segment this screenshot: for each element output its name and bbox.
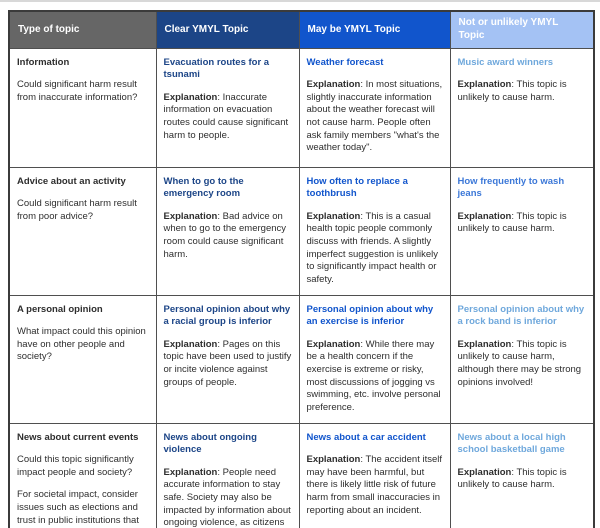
explanation-label: Explanation: [163, 466, 218, 478]
explanation: Explanation: This topic is unlikely to c…: [458, 211, 587, 236]
topic-title: Advice about an activity: [17, 175, 126, 187]
table-row-advice: Advice about an activity Could significa…: [8, 166, 595, 296]
topic-question: Could significant harm result from inacc…: [17, 79, 138, 103]
explanation-text: : While there may be a health concern if…: [306, 338, 441, 413]
header-row: Type of topic Clear YMYL Topic May be YM…: [8, 10, 595, 49]
explanation: Explanation: People need accurate inform…: [164, 467, 292, 528]
clear-example-cell: Evacuation routes for a tsunami Explanat…: [155, 47, 300, 168]
maybe-example-cell: Personal opinion about why an exercise i…: [298, 294, 451, 424]
clear-example-cell: When to go to the emergency room Explana…: [155, 166, 300, 296]
topic-question: Could significant harm result from poor …: [17, 198, 137, 222]
clear-example-cell: Personal opinion about why a racial grou…: [155, 294, 300, 424]
example-title: Personal opinion about why an exercise i…: [306, 303, 434, 328]
ymyl-topic-table: Type of topic Clear YMYL Topic May be YM…: [8, 10, 595, 528]
explanation-label: Explanation: [163, 338, 218, 350]
explanation-label: Explanation: [163, 91, 218, 103]
explanation: Explanation: In most situations, slightl…: [307, 79, 443, 155]
topic-question: For societal impact, consider issues suc…: [17, 489, 139, 528]
topic-title: Information: [17, 56, 70, 68]
explanation-text: : This is a casual health topic people c…: [306, 210, 438, 285]
explanation-label: Explanation: [306, 338, 361, 350]
explanation-text: : This topic is unlikely to cause harm.: [457, 466, 567, 491]
explanation-text: : This topic is unlikely to cause harm.: [457, 210, 567, 235]
table-row-personal-opinion: A personal opinion What impact could thi…: [8, 294, 595, 424]
unlikely-example-cell: Music award winners Explanation: This to…: [449, 47, 595, 168]
explanation-text: : This topic is unlikely to cause harm, …: [457, 338, 582, 388]
topic-question: What impact could this opinion have on o…: [17, 326, 146, 363]
topic-title: News about current events: [17, 431, 139, 443]
table-row-information: Information Could significant harm resul…: [8, 47, 595, 168]
explanation-label: Explanation: [457, 79, 512, 91]
explanation: Explanation: While there may be a health…: [307, 339, 443, 415]
unlikely-example-cell: Personal opinion about why a rock band i…: [449, 294, 595, 424]
explanation: Explanation: This is a casual health top…: [307, 211, 443, 287]
maybe-example-cell: News about a car accident Explanation: T…: [298, 422, 451, 528]
explanation-label: Explanation: [457, 210, 512, 222]
explanation-label: Explanation: [163, 210, 218, 222]
explanation-text: : This topic is unlikely to cause harm.: [457, 79, 567, 103]
explanation: Explanation: This topic is unlikely to c…: [458, 467, 587, 492]
explanation-text: : In most situations, slightly inaccurat…: [306, 79, 443, 154]
topic-cell-news: News about current events Could this top…: [8, 422, 157, 528]
example-title: How often to replace a toothbrush: [306, 175, 408, 200]
top-edge-divider: [0, 0, 600, 2]
unlikely-example-cell: News about a local high school basketbal…: [449, 422, 595, 528]
explanation: Explanation: Inaccurate information on e…: [164, 92, 292, 143]
topic-cell-information: Information Could significant harm resul…: [8, 47, 157, 168]
explanation: Explanation: This topic is unlikely to c…: [458, 79, 587, 104]
example-title: Weather forecast: [306, 56, 384, 68]
clear-example-cell: News about ongoing violence Explanation:…: [155, 422, 300, 528]
explanation-label: Explanation: [306, 79, 361, 91]
maybe-example-cell: How often to replace a toothbrush Explan…: [298, 166, 451, 296]
column-header-type-of-topic: Type of topic: [8, 10, 157, 49]
unlikely-example-cell: How frequently to wash jeans Explanation…: [449, 166, 595, 296]
example-title: Evacuation routes for a tsunami: [163, 56, 270, 81]
explanation-text: : People need accurate information to st…: [163, 466, 291, 528]
example-title: Personal opinion about why a racial grou…: [163, 303, 291, 328]
explanation-text: : Inaccurate information on evacuation r…: [163, 91, 289, 141]
explanation: Explanation: This topic is unlikely to c…: [458, 339, 587, 390]
explanation-label: Explanation: [306, 210, 361, 222]
table-row-news: News about current events Could this top…: [8, 422, 595, 528]
example-title: Music award winners: [457, 56, 554, 68]
column-header-maybe-ymyl: May be YMYL Topic: [298, 10, 451, 49]
explanation: Explanation: The accident itself may hav…: [307, 454, 443, 517]
example-title: News about a car accident: [306, 431, 426, 443]
explanation-label: Explanation: [457, 466, 512, 478]
example-title: News about ongoing violence: [163, 431, 257, 456]
explanation-text: : The accident itself may have been harm…: [306, 454, 443, 516]
column-header-clear-ymyl: Clear YMYL Topic: [155, 10, 300, 49]
example-title: Personal opinion about why a rock band i…: [457, 303, 585, 328]
explanation: Explanation: Pages on this topic have be…: [164, 339, 292, 390]
maybe-example-cell: Weather forecast Explanation: In most si…: [298, 47, 451, 168]
topic-cell-advice: Advice about an activity Could significa…: [8, 166, 157, 296]
explanation-label: Explanation: [457, 338, 512, 350]
explanation-text: : Pages on this topic have been used to …: [163, 338, 292, 388]
topic-cell-personal-opinion: A personal opinion What impact could thi…: [8, 294, 157, 424]
example-title: News about a local high school basketbal…: [457, 431, 566, 456]
explanation-label: Explanation: [306, 454, 361, 466]
topic-title: A personal opinion: [17, 303, 103, 315]
topic-question: Could this topic significantly impact pe…: [17, 454, 134, 478]
explanation-text: : Bad advice on when to go to the emerge…: [163, 210, 287, 260]
example-title: How frequently to wash jeans: [457, 175, 565, 200]
column-header-not-ymyl: Not or unlikely YMYL Topic: [449, 10, 595, 49]
example-title: When to go to the emergency room: [163, 175, 244, 200]
explanation: Explanation: Bad advice on when to go to…: [164, 211, 292, 262]
